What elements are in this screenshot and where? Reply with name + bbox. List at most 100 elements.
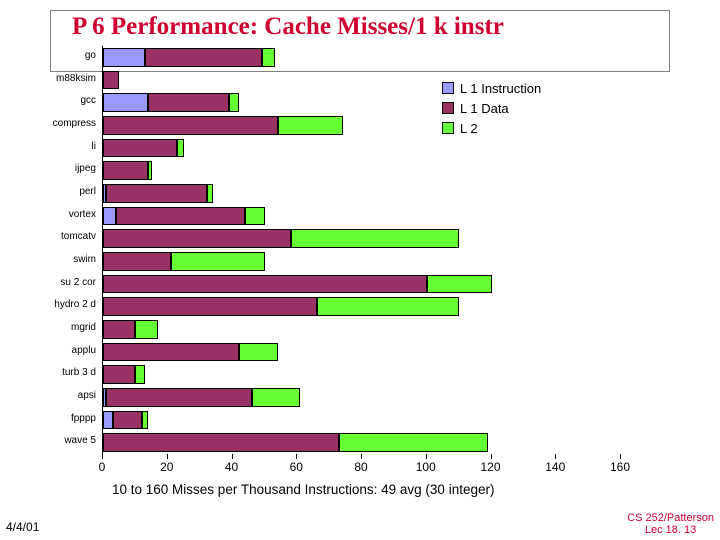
category-label: tomcatv <box>61 231 96 242</box>
x-tick-label: 100 <box>416 460 436 474</box>
category-label: gcc <box>80 95 96 106</box>
category-label: li <box>92 141 96 152</box>
legend-label: L 2 <box>460 121 478 136</box>
x-tick <box>102 454 103 459</box>
bar-segment <box>103 207 116 226</box>
bar-segment <box>291 229 459 248</box>
bar-segment <box>103 252 171 271</box>
x-tick <box>296 454 297 459</box>
bar-segment <box>103 275 427 294</box>
chart-row: apsi <box>102 386 620 409</box>
category-label: apsi <box>78 390 96 401</box>
bar-segment <box>427 275 492 294</box>
category-label: compress <box>53 118 96 129</box>
slide-date: 4/4/01 <box>6 520 39 534</box>
bar-segment <box>177 139 183 158</box>
x-tick-label: 20 <box>160 460 173 474</box>
slide: P 6 Performance: Cache Misses/1 k instr … <box>0 0 720 540</box>
bar-segment <box>239 343 278 362</box>
x-tick-label: 120 <box>480 460 500 474</box>
x-tick-label: 60 <box>290 460 303 474</box>
bar-segment <box>252 388 301 407</box>
bar-segment <box>103 343 239 362</box>
bar-segment <box>106 184 206 203</box>
chart-row: swim <box>102 250 620 273</box>
x-tick-label: 160 <box>610 460 630 474</box>
x-tick <box>620 454 621 459</box>
cache-miss-chart: gom88ksimgcccompressliijpegperlvortextom… <box>40 46 680 476</box>
category-label: swim <box>73 254 96 265</box>
x-axis-title: 10 to 160 Misses per Thousand Instructio… <box>112 482 494 497</box>
bar-segment <box>106 388 252 407</box>
bar-segment <box>113 411 142 430</box>
chart-row: hydro 2 d <box>102 295 620 318</box>
bar-segment <box>103 139 177 158</box>
bar-segment <box>339 433 488 452</box>
chart-row: vortex <box>102 205 620 228</box>
chart-row: li <box>102 137 620 160</box>
x-tick-label: 0 <box>99 460 106 474</box>
slide-title: P 6 Performance: Cache Misses/1 k instr <box>72 13 504 41</box>
slide-footer: CS 252/Patterson Lec 18. 13 <box>627 512 714 536</box>
bar-segment <box>103 93 148 112</box>
bar-segment <box>116 207 246 226</box>
category-label: vortex <box>69 209 96 220</box>
legend-label: L 1 Instruction <box>460 81 541 96</box>
bar-segment <box>103 161 148 180</box>
chart-row: fpppp <box>102 409 620 432</box>
chart-row: applu <box>102 341 620 364</box>
bar-segment <box>103 71 119 90</box>
category-label: go <box>85 50 96 61</box>
chart-row: wave 5 <box>102 431 620 454</box>
category-label: ijpeg <box>75 163 96 174</box>
legend-swatch <box>442 122 454 134</box>
bar-segment <box>135 365 145 384</box>
category-label: mgrid <box>71 322 96 333</box>
chart-row: tomcatv <box>102 227 620 250</box>
chart-row: ijpeg <box>102 159 620 182</box>
bar-segment <box>145 48 262 67</box>
bar-segment <box>229 93 239 112</box>
x-tick-label: 140 <box>545 460 565 474</box>
bar-segment <box>148 161 151 180</box>
chart-row: mgrid <box>102 318 620 341</box>
category-label: hydro 2 d <box>54 299 96 310</box>
legend-label: L 1 Data <box>460 101 509 116</box>
bar-segment <box>103 411 113 430</box>
bar-segment <box>103 365 135 384</box>
x-tick <box>232 454 233 459</box>
legend-item: L 2 <box>442 118 560 138</box>
x-tick <box>426 454 427 459</box>
bar-segment <box>262 48 275 67</box>
legend-item: L 1 Instruction <box>442 78 560 98</box>
category-label: su 2 cor <box>60 277 96 288</box>
x-tick-label: 80 <box>354 460 367 474</box>
bar-segment <box>103 116 278 135</box>
legend-item: L 1 Data <box>442 98 560 118</box>
bar-segment <box>103 320 135 339</box>
bar-segment <box>103 297 317 316</box>
x-tick <box>361 454 362 459</box>
bar-segment <box>207 184 213 203</box>
bar-segment <box>317 297 459 316</box>
footer-line2: Lec 18. 13 <box>627 524 714 536</box>
bar-segment <box>135 320 158 339</box>
chart-row: go <box>102 46 620 69</box>
chart-row: turb 3 d <box>102 363 620 386</box>
chart-row: perl <box>102 182 620 205</box>
bar-segment <box>103 48 145 67</box>
bar-segment <box>103 433 339 452</box>
bar-segment <box>245 207 264 226</box>
category-label: applu <box>72 345 96 356</box>
legend-swatch <box>442 102 454 114</box>
category-label: fpppp <box>71 413 96 424</box>
bar-segment <box>148 93 229 112</box>
category-label: m88ksim <box>56 73 96 84</box>
bar-segment <box>278 116 343 135</box>
category-label: perl <box>79 186 96 197</box>
x-axis: 020406080100120140160 <box>102 454 620 484</box>
legend: L 1 Instruction L 1 Data L 2 <box>442 78 560 138</box>
x-tick <box>555 454 556 459</box>
x-tick-label: 40 <box>225 460 238 474</box>
bar-segment <box>171 252 265 271</box>
